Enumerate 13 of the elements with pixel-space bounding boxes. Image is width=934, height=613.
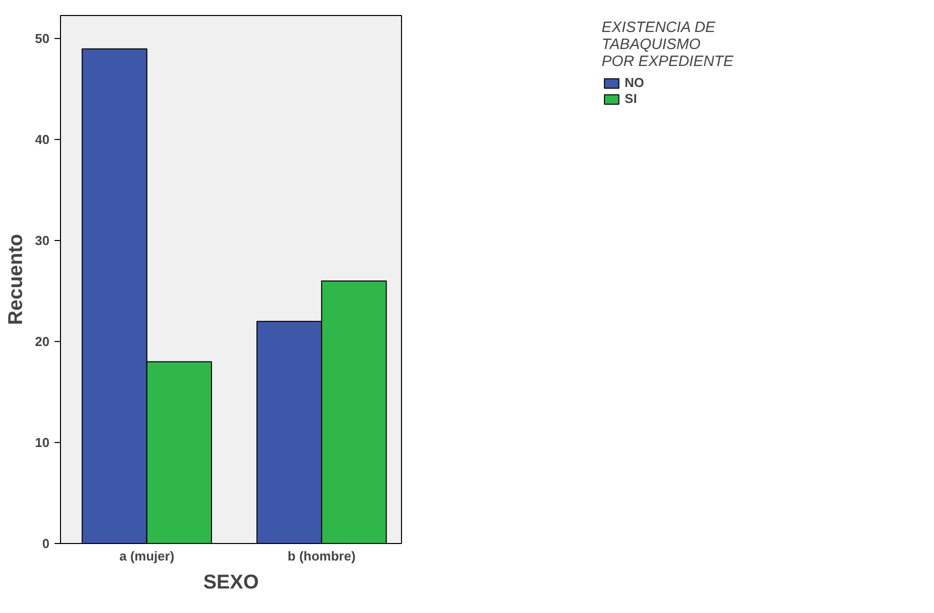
legend-title: EXISTENCIA DE TABAQUISMO POR EXPEDIENTE bbox=[602, 19, 734, 70]
y-tick-label: 50 bbox=[35, 31, 50, 46]
legend-label: SI bbox=[624, 91, 638, 106]
y-tick-label: 10 bbox=[35, 435, 50, 450]
x-axis-title: SEXO bbox=[203, 572, 259, 594]
y-axis-title: Recuento bbox=[5, 234, 28, 326]
y-tick-label: 30 bbox=[35, 233, 50, 248]
x-tick-label: b (hombre) bbox=[288, 548, 356, 564]
x-tick-label: a (mujer) bbox=[119, 548, 174, 564]
legend-label: NO bbox=[624, 75, 645, 90]
y-tick-label: 20 bbox=[35, 334, 50, 350]
y-tick-label: 0 bbox=[42, 536, 50, 551]
y-tick-label: 40 bbox=[35, 132, 50, 148]
